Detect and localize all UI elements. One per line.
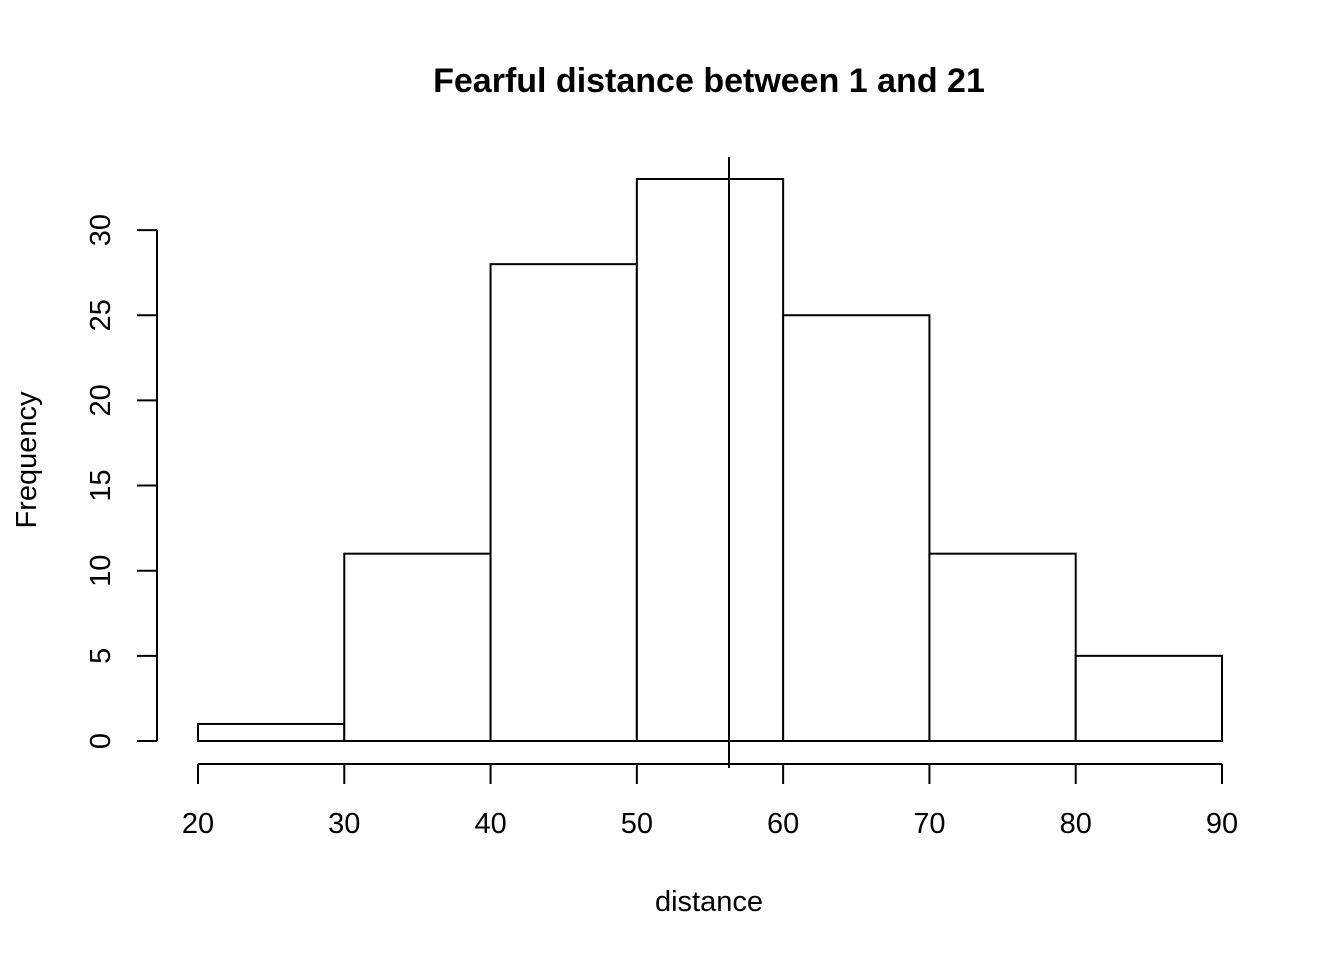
x-axis-label: distance	[655, 886, 763, 918]
histogram-bar-2	[343, 552, 492, 743]
histogram-bars	[197, 178, 1223, 743]
histogram-bar-3	[489, 263, 638, 742]
chart-title: Fearful distance between 1 and 21	[433, 62, 985, 100]
y-tick-label: 5	[85, 648, 117, 664]
y-axis-label: Frequency	[11, 391, 43, 529]
histogram-bar-5	[782, 314, 931, 742]
y-tick-label: 0	[85, 733, 117, 749]
y-tick-label: 10	[85, 555, 117, 587]
histogram-bar-4	[635, 178, 785, 742]
x-tick-label: 50	[621, 808, 653, 840]
x-tick-label: 60	[767, 808, 799, 840]
x-tick-label: 40	[474, 808, 506, 840]
y-tick-label: 20	[85, 384, 117, 416]
x-tick-label: 30	[328, 808, 360, 840]
y-tick-label: 30	[85, 214, 117, 246]
y-axis: 0 5 10 15 20 25 30	[85, 214, 158, 749]
x-tick-label: 90	[1206, 808, 1238, 840]
x-tick-label: 70	[913, 808, 945, 840]
y-tick-label: 15	[85, 469, 117, 501]
x-tick-label: 80	[1060, 808, 1092, 840]
y-tick-label: 25	[85, 299, 117, 331]
x-axis: 20 30 40 50 60 70 80 90	[182, 763, 1238, 840]
histogram-bar-1	[197, 722, 346, 743]
histogram-bar-7	[1074, 654, 1223, 743]
histogram-bar-6	[928, 552, 1077, 743]
x-tick-label: 20	[182, 808, 214, 840]
